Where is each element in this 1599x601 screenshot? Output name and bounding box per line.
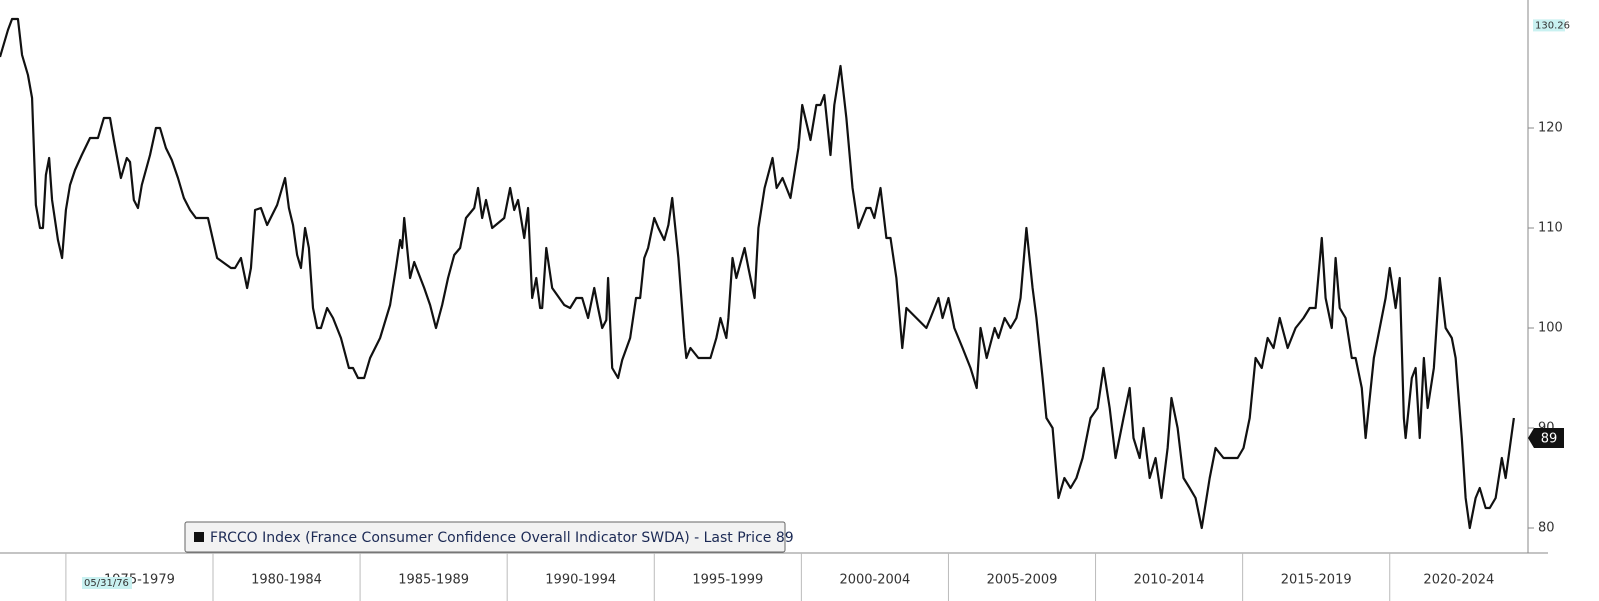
annotation: 05/31/76 [84, 578, 129, 589]
y-tick-label: 120 [1538, 121, 1563, 136]
high-value-bg [1533, 19, 1565, 32]
legend-swatch [194, 532, 204, 542]
x-period-label: 1985-1989 [398, 573, 469, 588]
legend-box [184, 521, 786, 553]
data-line [0, 17, 1515, 530]
x-period-label: 1980-1984 [251, 573, 322, 588]
x-period-label: 1995-1999 [692, 573, 763, 588]
legend-label: FRCCO Index (France Consumer Confidence … [210, 530, 794, 546]
y-tick-label: 110 [1538, 221, 1563, 236]
last-price-tag [1528, 428, 1564, 448]
x-period-label: 2015-2019 [1281, 573, 1352, 588]
x-period-label: 1990-1994 [545, 573, 616, 588]
y-tick-label: 80 [1538, 521, 1555, 536]
x-period-label: 2000-2004 [839, 573, 910, 588]
x-period-label: 2010-2014 [1134, 573, 1205, 588]
high-value-label: 130.26 [1535, 20, 1570, 31]
last-price-label: 89 [1541, 432, 1558, 447]
x-period-label: 2005-2009 [987, 573, 1058, 588]
annotation-bg [82, 577, 132, 589]
y-tick-label: 100 [1538, 321, 1563, 336]
x-period-label: 2020-2024 [1423, 573, 1494, 588]
